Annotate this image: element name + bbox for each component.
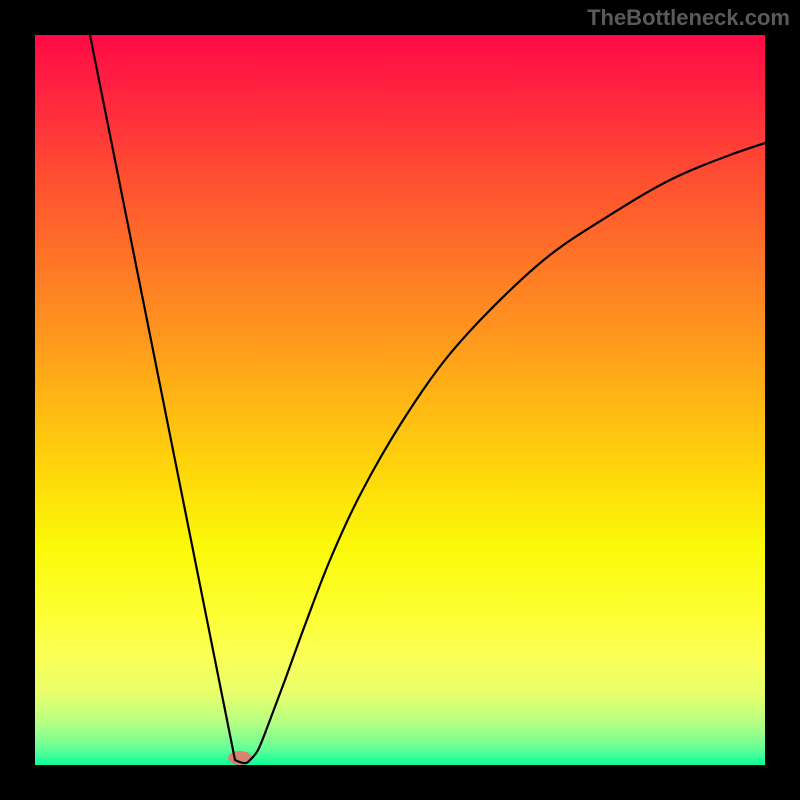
chart-container: TheBottleneck.com <box>0 0 800 800</box>
plot-background <box>35 35 765 765</box>
watermark-text: TheBottleneck.com <box>587 5 790 31</box>
chart-svg <box>0 0 800 800</box>
